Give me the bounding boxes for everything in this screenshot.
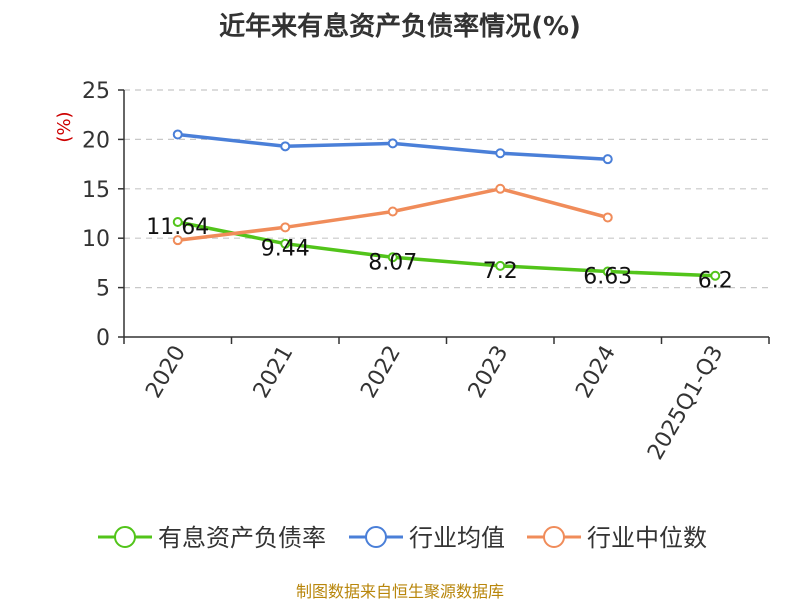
y-axis-unit: (%) xyxy=(54,111,75,142)
series-line xyxy=(177,220,716,278)
data-label: 8.07 xyxy=(368,250,417,275)
x-tick-label: 2020 xyxy=(141,342,191,403)
series-group xyxy=(172,129,721,281)
series-1 xyxy=(172,129,613,165)
legend-marker xyxy=(365,526,387,548)
data-point xyxy=(280,222,291,233)
legend-marker xyxy=(114,526,136,548)
data-point xyxy=(172,129,183,140)
x-tick-label: 2021 xyxy=(249,342,299,403)
data-point xyxy=(495,183,506,194)
data-point xyxy=(710,270,721,281)
legend-label: 有息资产负债率 xyxy=(158,524,326,552)
data-point xyxy=(495,260,506,271)
data-point xyxy=(172,216,183,227)
axes xyxy=(123,90,769,338)
y-tick-label: 20 xyxy=(82,128,110,153)
data-point xyxy=(387,206,398,217)
source-note: 制图数据来自恒生聚源数据库 xyxy=(295,582,504,601)
data-point xyxy=(387,138,398,149)
data-label: 9.44 xyxy=(261,237,310,262)
legend-marker xyxy=(543,526,565,548)
x-tick-label: 2023 xyxy=(464,342,514,403)
data-label: 11.64 xyxy=(146,215,209,240)
legend-label: 行业均值 xyxy=(409,524,505,552)
x-axis-ticks: 2020 2021 2022 2023 2024 2025Q1-Q3 xyxy=(123,337,770,465)
legend-item: 行业均值 xyxy=(349,524,505,552)
legend-label: 行业中位数 xyxy=(587,524,707,552)
data-label: 6.2 xyxy=(698,269,733,294)
x-tick-label: 2022 xyxy=(356,342,406,403)
data-labels: 11.64 9.44 8.07 7.2 6.63 6.2 xyxy=(146,215,732,294)
data-point xyxy=(602,266,613,277)
data-label: 6.63 xyxy=(583,264,632,289)
legend-item: 有息资产负债率 xyxy=(98,524,326,552)
data-point xyxy=(602,154,613,165)
legend-item: 行业中位数 xyxy=(527,524,707,552)
y-tick-label: 0 xyxy=(96,326,110,351)
data-point xyxy=(495,148,506,159)
data-point xyxy=(387,252,398,263)
x-tick-label: 2024 xyxy=(571,342,621,403)
y-axis-ticks: 0 5 10 15 20 25 xyxy=(82,79,124,351)
data-label: 7.2 xyxy=(483,259,518,284)
x-tick-label: 2025Q1-Q3 xyxy=(643,342,728,465)
legend: 有息资产负债率 行业均值 行业中位数 xyxy=(98,524,707,552)
data-point xyxy=(280,141,291,152)
data-point xyxy=(172,235,183,246)
chart-title: 近年来有息资产负债率情况(%) xyxy=(219,12,581,42)
series-0 xyxy=(172,216,721,281)
y-tick-label: 10 xyxy=(82,227,110,252)
y-tick-label: 25 xyxy=(82,79,110,104)
series-2 xyxy=(172,183,613,246)
data-point xyxy=(280,238,291,249)
grid-lines xyxy=(124,89,769,289)
y-tick-label: 5 xyxy=(96,277,110,302)
y-tick-label: 15 xyxy=(82,178,110,203)
data-point xyxy=(602,212,613,223)
